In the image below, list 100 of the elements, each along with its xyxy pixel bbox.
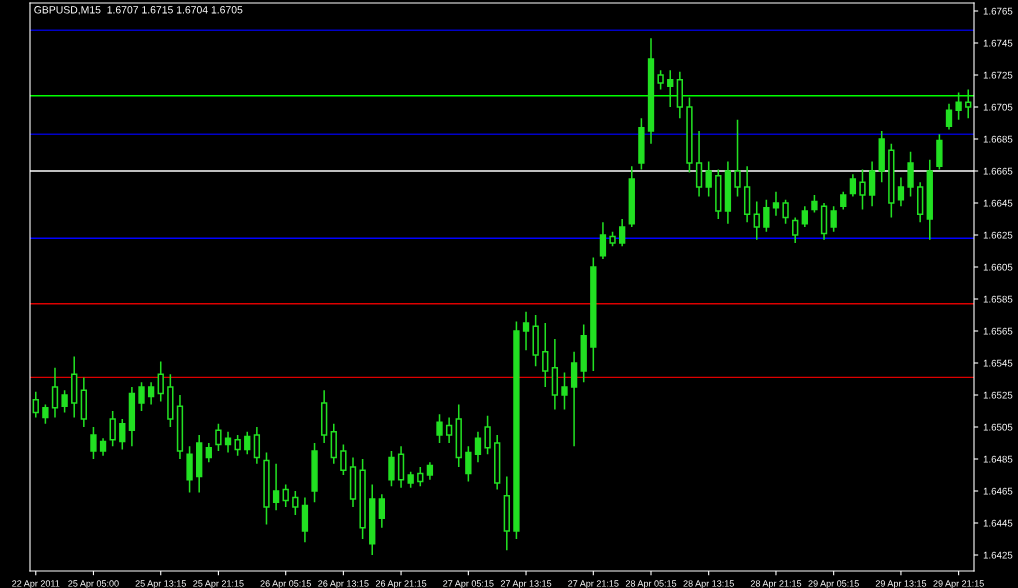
candlestick — [513, 320, 520, 540]
y-tick-label: 1.6645 — [983, 199, 1013, 207]
y-tick-label: 1.6765 — [983, 7, 1013, 15]
x-tick-label: 25 Apr 21:15 — [193, 580, 244, 588]
candlestick — [42, 403, 49, 425]
x-tick-label: 27 Apr 21:15 — [568, 580, 619, 588]
candlestick — [936, 133, 943, 171]
candlestick — [522, 311, 530, 351]
y-tick-label: 1.6445 — [983, 519, 1013, 527]
candlestick — [618, 218, 626, 247]
chart-title: GBPUSD,M15 1.6707 1.6715 1.6704 1.6705 — [34, 6, 243, 15]
candlestick — [965, 88, 972, 119]
candlestick — [647, 37, 655, 145]
x-tick-label: 28 Apr 21:15 — [750, 580, 802, 588]
candlestick — [820, 202, 828, 241]
candlestick — [80, 376, 88, 428]
candlestick — [234, 434, 241, 457]
x-tick-label: 29 Apr 13:15 — [875, 580, 927, 588]
candlestick — [955, 91, 962, 121]
candlestick — [71, 355, 78, 419]
candlestick — [888, 143, 895, 219]
candlestick — [253, 426, 261, 465]
x-tick-label: 25 Apr 13:15 — [135, 580, 186, 588]
candlestick — [369, 483, 376, 556]
candlestick — [753, 200, 760, 241]
y-tick-label: 1.6585 — [983, 295, 1013, 303]
candlestick — [782, 199, 789, 225]
y-tick-label: 1.6605 — [983, 263, 1013, 271]
candlestick — [878, 130, 885, 183]
candlestick — [686, 96, 693, 174]
candlestick — [570, 351, 578, 447]
y-tick-label: 1.6505 — [983, 423, 1013, 431]
y-tick-label: 1.6465 — [983, 487, 1013, 495]
y-tick-label: 1.6545 — [983, 359, 1013, 367]
candlestick — [868, 160, 876, 207]
y-tick-label: 1.6705 — [983, 103, 1013, 111]
x-tick-label: 28 Apr 05:15 — [625, 580, 677, 588]
candlestick — [734, 119, 741, 198]
candlestick — [109, 410, 116, 447]
candlestick — [388, 450, 395, 487]
candlestick — [907, 151, 914, 198]
candlestick — [167, 373, 174, 428]
candlestick — [599, 221, 607, 260]
candlestick — [263, 451, 270, 526]
candlestick — [119, 418, 126, 451]
candlestick — [830, 205, 837, 233]
candlestick — [378, 493, 386, 529]
candlestick — [628, 165, 635, 228]
candlestick — [715, 168, 722, 220]
candlestick — [147, 381, 155, 406]
candlestick — [724, 160, 732, 225]
candlestick — [532, 314, 539, 367]
candlestick — [340, 443, 347, 476]
candlestick — [945, 103, 953, 131]
candlestick — [705, 160, 712, 198]
candlestick — [609, 231, 616, 247]
candlestick — [551, 338, 559, 411]
candlestick — [445, 416, 453, 444]
candlestick — [244, 431, 251, 455]
candlestick — [205, 442, 212, 463]
candlestick — [417, 466, 424, 487]
candlestick — [157, 360, 164, 403]
candlestick — [436, 413, 443, 444]
candlestick — [667, 69, 674, 108]
x-tick-label: 27 Apr 13:15 — [500, 580, 552, 588]
candlestick — [676, 71, 684, 119]
candlestick — [397, 445, 405, 489]
candlestick — [455, 403, 462, 468]
y-tick-label: 1.6565 — [983, 327, 1013, 335]
candlestick — [542, 322, 549, 388]
y-tick-label: 1.6425 — [983, 551, 1013, 559]
y-tick-label: 1.6745 — [983, 39, 1013, 47]
candlestick — [32, 391, 39, 419]
x-tick-label: 26 Apr 21:15 — [375, 580, 427, 588]
candlestick — [743, 165, 751, 223]
candlestick — [695, 130, 703, 198]
candlestick — [138, 381, 145, 412]
candlestick — [186, 445, 193, 494]
candlestick — [849, 173, 857, 198]
candlestick — [99, 437, 107, 457]
candlestick — [426, 461, 434, 481]
candlestick — [897, 176, 905, 207]
candlestick — [657, 69, 664, 91]
candlestick — [590, 256, 597, 372]
candlestick — [916, 181, 924, 223]
candlestick — [272, 463, 280, 511]
candlestick — [292, 490, 299, 516]
y-tick-label: 1.6685 — [983, 135, 1013, 143]
candlestick — [503, 475, 510, 551]
candlestick — [349, 456, 357, 508]
candlestick — [330, 423, 337, 465]
candlestick — [359, 458, 366, 540]
candlestick — [580, 323, 587, 383]
candlestick — [474, 431, 482, 463]
x-tick-label: 26 Apr 05:15 — [260, 580, 311, 588]
candlestick — [215, 423, 222, 452]
y-tick-label: 1.6665 — [983, 167, 1013, 175]
candlestick — [484, 415, 491, 455]
x-tick-label: 25 Apr 05:00 — [68, 580, 119, 588]
x-tick-label: 22 Apr 2011 — [12, 580, 60, 588]
